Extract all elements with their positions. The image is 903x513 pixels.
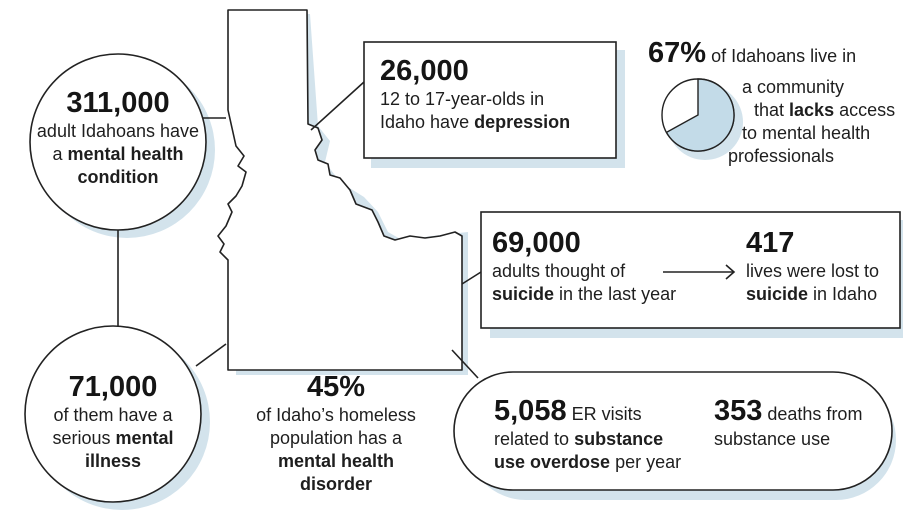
stat-access-line2: a community xyxy=(742,77,845,97)
stat-suicide-thoughts-line1: adults thought of xyxy=(492,261,626,281)
stat-serious: 71,000 of them have a serious mental ill… xyxy=(28,370,198,473)
stat-adults-line2: a mental health xyxy=(30,143,206,166)
stat-homeless-line2: population has a xyxy=(269,428,403,448)
box-youth-depression xyxy=(363,41,617,159)
stat-homeless-line4: disorder xyxy=(299,474,373,494)
stat-adults-number: 311,000 xyxy=(66,87,170,119)
stat-deaths: 353 deaths from substance use xyxy=(714,394,890,451)
connector-bottom-circle xyxy=(195,343,227,367)
stat-access-line4: to mental health xyxy=(742,123,871,143)
stat-homeless-line3: mental health xyxy=(277,451,395,471)
stat-er-line1-pre: related to xyxy=(494,429,575,449)
stat-suicide-deaths-line2: suicide in Idaho xyxy=(746,283,898,306)
stat-suicide-deaths-line1: lives were lost to xyxy=(746,261,880,281)
stat-youth: 26,000 12 to 17-year-olds in Idaho have … xyxy=(380,54,612,134)
stat-adults-line2-pre: a xyxy=(52,144,68,164)
stat-suicide-thoughts-line2-post: in the last year xyxy=(554,284,677,304)
stat-er-line1: related to substance xyxy=(494,428,714,451)
stat-homeless: 45% of Idaho’s homeless population has a… xyxy=(236,370,436,496)
box-suicide xyxy=(480,211,901,329)
pill-substance-use xyxy=(453,371,893,491)
stat-youth-line2-bold: depression xyxy=(474,112,571,132)
stat-er-head: 5,058 ER visits xyxy=(494,394,714,428)
stat-access-line3: that lacks access xyxy=(754,99,895,122)
stat-er-line2: use overdose per year xyxy=(494,451,714,474)
stat-serious-number: 71,000 xyxy=(68,371,158,403)
stat-youth-number: 26,000 xyxy=(380,55,469,87)
stat-access-line1: of Idahoans live in xyxy=(711,46,857,66)
stat-er: 5,058 ER visits related to substance use… xyxy=(494,394,714,474)
idaho-map-outline xyxy=(217,9,463,371)
stat-serious-line2: serious mental xyxy=(28,427,198,450)
stat-suicide-deaths: 417 lives were lost to suicide in Idaho xyxy=(746,226,898,306)
stat-youth-line2-pre: Idaho have xyxy=(380,112,475,132)
stat-access: 67% of Idahoans live in a community that… xyxy=(648,39,898,182)
stat-suicide-thoughts-line2: suicide in the last year xyxy=(492,283,712,306)
connector-youth-box xyxy=(310,81,365,131)
stat-deaths-line1: substance use xyxy=(714,429,831,449)
stat-suicide-deaths-line2-bold: suicide xyxy=(746,284,809,304)
stat-deaths-number: 353 xyxy=(714,395,763,427)
stat-homeless-number: 45% xyxy=(306,371,366,403)
stat-access-number: 67% xyxy=(648,37,707,69)
stat-youth-line1: 12 to 17-year-olds in xyxy=(380,89,545,109)
stat-serious-line3: illness xyxy=(84,451,142,471)
stat-access-head: 67% of Idahoans live in xyxy=(648,39,857,68)
stat-deaths-head: 353 deaths from xyxy=(714,394,890,428)
stat-homeless-line1: of Idaho’s homeless xyxy=(256,405,416,425)
stat-er-number: 5,058 xyxy=(494,395,567,427)
pie-slice-lacks-access xyxy=(665,78,735,152)
circle-adults xyxy=(29,53,207,231)
stat-adults-line1: adult Idahoans have xyxy=(36,121,200,141)
stat-access-line3-post: access xyxy=(834,100,896,120)
stat-suicide-thoughts-line2-bold: suicide xyxy=(492,284,555,304)
stat-adults-line2-bold: mental health xyxy=(67,144,184,164)
stat-access-line3-bold: lacks xyxy=(789,100,835,120)
stat-serious-line2-pre: serious xyxy=(52,428,116,448)
connector-suicide-box xyxy=(461,271,482,285)
access-pie-chart xyxy=(661,78,735,152)
stat-er-line1-bold: substance xyxy=(574,429,664,449)
stat-adults: 311,000 adult Idahoans have a mental hea… xyxy=(30,86,206,189)
stat-access-line3-pre: that xyxy=(754,100,790,120)
stat-suicide-thoughts: 69,000 adults thought of suicide in the … xyxy=(492,226,712,306)
stat-access-line5: professionals xyxy=(728,146,835,166)
stat-youth-line2: Idaho have depression xyxy=(380,111,612,134)
stat-suicide-deaths-number: 417 xyxy=(746,227,795,259)
stat-er-line2-bold: use overdose xyxy=(494,452,611,472)
circle-serious-illness xyxy=(24,325,202,503)
stat-adults-line3: condition xyxy=(77,167,159,187)
stat-suicide-thoughts-number: 69,000 xyxy=(492,227,581,259)
stat-serious-line1: of them have a xyxy=(53,405,173,425)
stat-deaths-number-suffix: deaths from xyxy=(762,404,863,424)
connector-pill xyxy=(451,349,479,379)
arrow-icon xyxy=(663,264,736,280)
stat-er-line2-post: per year xyxy=(610,452,682,472)
stat-serious-line2-bold: mental xyxy=(115,428,174,448)
stat-er-number-suffix: ER visits xyxy=(566,404,642,424)
stat-suicide-deaths-line2-post: in Idaho xyxy=(808,284,878,304)
